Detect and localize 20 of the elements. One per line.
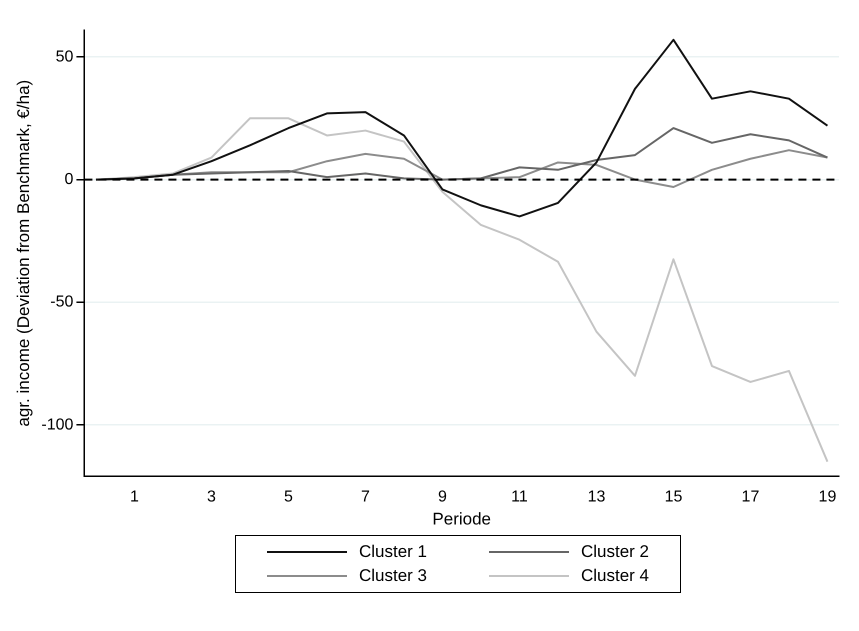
legend-label: Cluster 3 [358, 566, 428, 586]
x-tick-label: 17 [742, 488, 760, 506]
x-tick-label: 13 [588, 488, 606, 506]
x-tick-label: 11 [511, 488, 528, 506]
y-axis-title: agr. income (Deviation from Benchmark, €/ha) [14, 80, 33, 427]
x-tick-label: 15 [664, 488, 682, 506]
x-tick-label: 9 [438, 488, 448, 506]
y-tick-label: 50 [56, 48, 74, 66]
x-tick-label: 19 [818, 488, 836, 506]
legend-label: Cluster 1 [358, 542, 428, 562]
x-axis-title: Periode [432, 509, 492, 528]
y-tick-label: 0 [64, 171, 74, 188]
y-tick-label: -100 [41, 416, 74, 434]
legend-label: Cluster 2 [580, 542, 650, 562]
y-tick-label: -50 [50, 294, 74, 311]
x-tick-label: 3 [207, 488, 216, 506]
x-tick-label: 7 [361, 488, 370, 506]
x-tick-label: 1 [130, 488, 140, 506]
legend-label: Cluster 4 [580, 566, 650, 586]
x-tick-label: 5 [284, 488, 294, 506]
